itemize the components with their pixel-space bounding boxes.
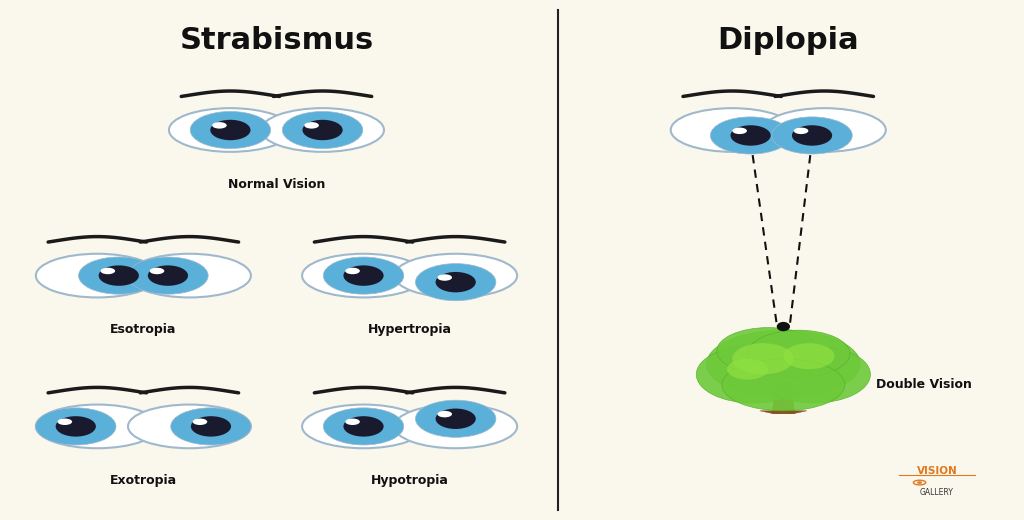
Ellipse shape [437,411,452,418]
Ellipse shape [100,268,115,274]
Ellipse shape [190,416,231,437]
Ellipse shape [324,257,403,294]
Ellipse shape [777,322,791,331]
Polygon shape [772,382,795,413]
Ellipse shape [696,346,809,403]
Ellipse shape [79,257,159,294]
Ellipse shape [98,265,139,286]
Ellipse shape [36,408,116,445]
Ellipse shape [302,405,425,448]
Text: Double Vision: Double Vision [876,379,972,391]
Ellipse shape [128,405,251,448]
Ellipse shape [435,409,476,429]
Ellipse shape [128,254,251,297]
Ellipse shape [345,268,359,274]
Ellipse shape [722,359,845,411]
Ellipse shape [763,108,886,152]
Text: Diplopia: Diplopia [718,26,859,55]
Text: Strabismus: Strabismus [179,26,374,55]
Ellipse shape [794,127,808,134]
Ellipse shape [727,359,768,380]
Ellipse shape [128,257,208,294]
Ellipse shape [261,108,384,152]
Ellipse shape [193,419,207,425]
Ellipse shape [343,265,384,286]
Ellipse shape [758,346,870,403]
Text: Esotropia: Esotropia [111,323,176,336]
Ellipse shape [36,254,159,297]
Ellipse shape [394,405,517,448]
Ellipse shape [792,125,833,146]
Ellipse shape [169,108,292,152]
Text: VISION: VISION [916,466,957,476]
Ellipse shape [416,400,496,437]
Ellipse shape [730,125,771,146]
Ellipse shape [772,117,852,154]
Ellipse shape [302,120,343,140]
Ellipse shape [416,264,496,301]
Ellipse shape [783,343,835,369]
Ellipse shape [304,122,318,128]
Ellipse shape [732,127,746,134]
Ellipse shape [748,330,850,377]
Text: Hypotropia: Hypotropia [371,474,449,487]
Ellipse shape [717,328,819,374]
Ellipse shape [210,120,251,140]
Text: GALLERY: GALLERY [920,488,954,497]
Ellipse shape [147,265,188,286]
Ellipse shape [345,419,359,425]
Ellipse shape [57,419,72,425]
Ellipse shape [732,343,794,374]
Ellipse shape [150,268,164,274]
Ellipse shape [171,408,251,445]
Polygon shape [760,411,807,413]
Ellipse shape [707,330,860,398]
Ellipse shape [918,482,922,484]
Ellipse shape [283,111,362,149]
Ellipse shape [55,416,96,437]
Text: Exotropia: Exotropia [110,474,177,487]
Ellipse shape [437,274,452,281]
Ellipse shape [190,111,270,149]
Text: Hypertropia: Hypertropia [368,323,452,336]
Ellipse shape [711,117,791,154]
Ellipse shape [212,122,226,128]
Ellipse shape [302,254,425,297]
Ellipse shape [343,416,384,437]
Ellipse shape [324,408,403,445]
Ellipse shape [36,405,159,448]
Ellipse shape [435,272,476,292]
Ellipse shape [394,254,517,297]
Ellipse shape [671,108,794,152]
Text: Normal Vision: Normal Vision [227,178,326,191]
